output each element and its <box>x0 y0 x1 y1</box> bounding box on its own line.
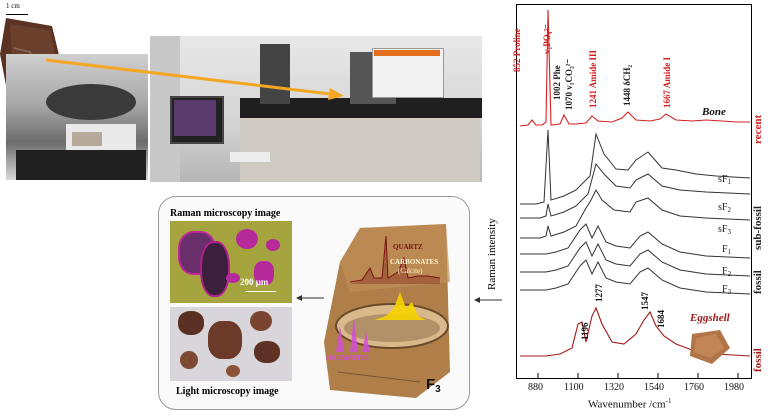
carbonate-yellow-peak <box>374 292 426 320</box>
group-label-subfossil: sub-fossil <box>752 205 764 250</box>
carbonates-label: CARBONATES <box>390 258 439 266</box>
egg-peak-1196: 1196 <box>580 322 590 340</box>
spectrum-eggshell <box>520 306 751 357</box>
calcite-label: (Calcite) <box>398 267 423 275</box>
spectra-to-panel-arrow <box>474 297 502 303</box>
spectrum-bone-recent <box>519 9 750 127</box>
raman-microscopy-image: 200 µm <box>170 221 292 303</box>
trace-label-F2: F2 <box>722 266 732 278</box>
raman-spectra-plot <box>516 4 752 379</box>
spectrum-sF1 <box>520 129 751 205</box>
x-tick-1100: 1100 <box>564 382 584 393</box>
micro-scale-bar <box>246 291 276 292</box>
spectra-x-axis-label: Wavenumber /cm-1 <box>588 397 672 411</box>
scale-bar: 1 cm <box>4 2 34 18</box>
spectrum-F2 <box>520 241 751 277</box>
spectrum-sF3 <box>520 188 751 239</box>
peak-label-1002: 1002 Phe <box>552 65 562 100</box>
x-tick-1540: 1540 <box>644 382 664 393</box>
peak-label-1667: 1667 Amide I <box>662 56 672 108</box>
panel-arrow <box>296 295 324 301</box>
f3-label-sub: 3 <box>435 384 441 395</box>
x-tick-1760: 1760 <box>684 382 704 393</box>
x-tick-1980: 1980 <box>724 382 744 393</box>
peak-label-v1po4: v₁PO₄³⁻ <box>542 24 552 54</box>
scale-bar-label: 1 cm <box>6 2 20 10</box>
peak-label-852: 852 Proline <box>512 28 522 72</box>
quartz-label: QUARTZ <box>393 243 423 251</box>
egg-peak-1684: 1684 <box>656 310 666 328</box>
f3-sample-label: F3 <box>426 376 441 395</box>
hematite-spectrum <box>330 318 370 352</box>
egg-peak-1277: 1277 <box>594 284 604 302</box>
light-image-title: Light microscopy image <box>176 386 279 397</box>
trace-label-F1: F1 <box>722 244 732 256</box>
lab-photo-left <box>6 54 148 180</box>
group-label-fossil-1: fossil <box>752 270 764 294</box>
egg-peak-1547: 1547 <box>640 292 650 310</box>
f3-label-main: F <box>426 376 436 393</box>
trace-label-sF2: sF2 <box>718 202 731 214</box>
spectrum-F1 <box>520 223 751 259</box>
x-ticks <box>537 373 739 378</box>
sample-to-lab-arrow <box>45 58 344 100</box>
light-microscopy-image <box>170 307 292 381</box>
group-label-fossil-2: fossil <box>752 348 764 372</box>
spectra-y-axis-label: Raman intensity <box>486 218 498 290</box>
group-label-recent: recent <box>752 114 764 144</box>
trace-label-sF3: sF3 <box>718 224 731 236</box>
x-tick-1320: 1320 <box>604 382 624 393</box>
eggshell-label: Eggshell <box>690 312 730 324</box>
peak-label-1070: 1070 v₁CO₃²⁻ <box>564 58 574 110</box>
peak-label-1241: 1241 Amide III <box>588 49 598 108</box>
spectra-frame <box>516 4 752 379</box>
trace-label-F3: F3 <box>722 284 732 296</box>
quartz-carbonate-spectrum <box>349 235 441 284</box>
x-tick-880: 880 <box>528 382 543 393</box>
spectrum-F3 <box>520 259 751 295</box>
raman-image-title: Raman microscopy image <box>170 208 281 219</box>
peak-label-1448: 1448 δCH₂ <box>622 64 632 106</box>
spectrum-sF2 <box>520 162 751 219</box>
bone-label: Bone <box>702 106 726 118</box>
micro-scale-label: 200 µm <box>240 277 269 287</box>
f3-sample-image <box>324 224 450 398</box>
lab-photo-right <box>150 36 482 182</box>
hematite-label: HAEMATITE <box>326 354 370 362</box>
trace-label-sF1: sF1 <box>718 174 731 186</box>
